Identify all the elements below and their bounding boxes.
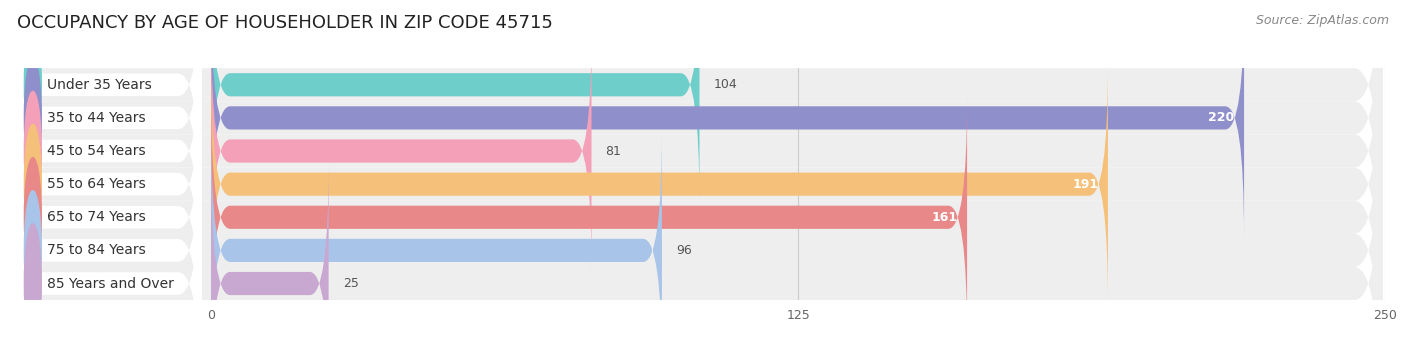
Circle shape	[24, 191, 41, 310]
Text: Source: ZipAtlas.com: Source: ZipAtlas.com	[1256, 14, 1389, 27]
FancyBboxPatch shape	[17, 0, 202, 239]
Text: 25: 25	[343, 277, 359, 290]
Circle shape	[24, 25, 41, 144]
FancyBboxPatch shape	[17, 30, 202, 339]
Circle shape	[24, 158, 41, 277]
Text: OCCUPANCY BY AGE OF HOUSEHOLDER IN ZIP CODE 45715: OCCUPANCY BY AGE OF HOUSEHOLDER IN ZIP C…	[17, 14, 553, 32]
Circle shape	[24, 224, 41, 341]
Text: 191: 191	[1073, 178, 1098, 191]
FancyBboxPatch shape	[211, 97, 967, 338]
Text: 81: 81	[606, 145, 621, 158]
Text: 220: 220	[1208, 112, 1234, 124]
FancyBboxPatch shape	[211, 0, 700, 206]
FancyBboxPatch shape	[211, 63, 1108, 305]
Circle shape	[24, 58, 41, 178]
FancyBboxPatch shape	[17, 0, 1382, 267]
FancyBboxPatch shape	[17, 96, 202, 341]
Circle shape	[24, 91, 41, 211]
Text: 45 to 54 Years: 45 to 54 Years	[46, 144, 146, 158]
FancyBboxPatch shape	[17, 0, 1382, 333]
FancyBboxPatch shape	[211, 130, 662, 341]
Text: 55 to 64 Years: 55 to 64 Years	[46, 177, 146, 191]
FancyBboxPatch shape	[17, 0, 1382, 300]
FancyBboxPatch shape	[211, 30, 592, 272]
FancyBboxPatch shape	[17, 68, 1382, 341]
Text: 96: 96	[676, 244, 692, 257]
FancyBboxPatch shape	[17, 101, 1382, 341]
FancyBboxPatch shape	[17, 129, 202, 341]
Text: 85 Years and Over: 85 Years and Over	[46, 277, 174, 291]
Text: Under 35 Years: Under 35 Years	[46, 78, 152, 92]
FancyBboxPatch shape	[211, 163, 329, 341]
Text: 75 to 84 Years: 75 to 84 Years	[46, 243, 146, 257]
Text: 65 to 74 Years: 65 to 74 Years	[46, 210, 146, 224]
FancyBboxPatch shape	[17, 0, 202, 306]
FancyBboxPatch shape	[17, 2, 1382, 341]
FancyBboxPatch shape	[17, 63, 202, 341]
FancyBboxPatch shape	[17, 0, 202, 272]
Text: 161: 161	[932, 211, 957, 224]
FancyBboxPatch shape	[17, 35, 1382, 341]
FancyBboxPatch shape	[211, 0, 1244, 239]
Text: 35 to 44 Years: 35 to 44 Years	[46, 111, 146, 125]
Text: 104: 104	[714, 78, 737, 91]
Circle shape	[24, 124, 41, 244]
